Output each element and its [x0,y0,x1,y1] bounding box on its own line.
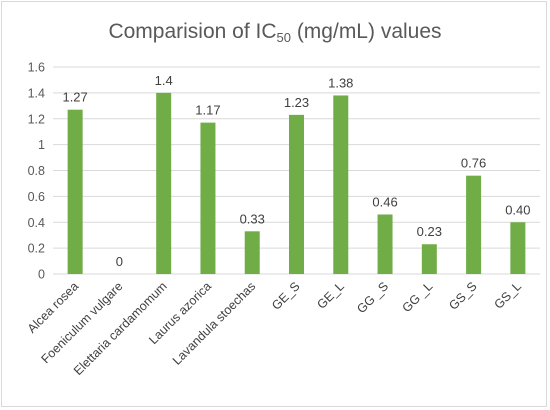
bar [510,222,526,274]
data-labels: 1.27 0 1.4 1.17 0.33 1.23 1.38 0.46 0.23 0.76 0.40 [62,73,530,269]
data-label: 0.23 [417,224,442,239]
data-label: 0.76 [461,156,486,171]
chart-title-prefix: Comparision of IC [108,20,277,43]
bar [466,175,482,274]
data-label: 1.17 [195,103,220,118]
bar [333,95,349,275]
data-label: 0.33 [240,211,265,226]
y-axis-ticks: 0 0.2 0.4 0.6 0.8 1 1.2 1.4 1.6 [28,61,45,282]
y-tick-label: 1.4 [28,86,45,100]
x-category-label: GS_S [446,279,479,312]
y-tick-label: 1 [38,138,45,152]
y-tick-label: 0.2 [28,242,45,256]
y-tick-label: 0.4 [28,216,45,230]
data-label: 1.23 [284,95,309,110]
bar [289,114,304,275]
y-tick-label: 0.8 [28,164,45,178]
bar [67,109,83,274]
bar [156,92,172,274]
x-category-label: Foeniculum vulgare [38,279,125,366]
chart-title: Comparision of IC50 (mg/mL) values [2,20,548,45]
y-tick-label: 1.6 [28,61,45,75]
data-label: 1.4 [155,73,173,88]
y-tick-label: 1.2 [28,112,45,126]
x-category-label: GG _L [399,279,435,315]
chart-title-subscript: 50 [276,30,291,45]
x-category-label: Lavandula stoechas [170,279,259,368]
data-label: 0.46 [372,194,397,209]
chart-title-suffix: (mg/mL) values [290,20,442,43]
bar [244,231,260,274]
y-tick-label: 0.6 [28,190,45,204]
x-category-label: GE_S [269,279,302,312]
bar [377,214,393,274]
bars [67,92,526,275]
x-category-label: GS_L [491,279,524,312]
x-category-label: GE_L [314,279,347,312]
data-label: 1.27 [62,90,87,105]
data-label: 0.40 [505,202,530,217]
y-tick-label: 0 [38,268,45,282]
data-label: 0 [116,254,123,269]
bar [421,244,437,274]
x-category-label: GG _S [354,279,391,316]
bar [200,122,216,274]
data-label: 1.38 [328,75,353,90]
